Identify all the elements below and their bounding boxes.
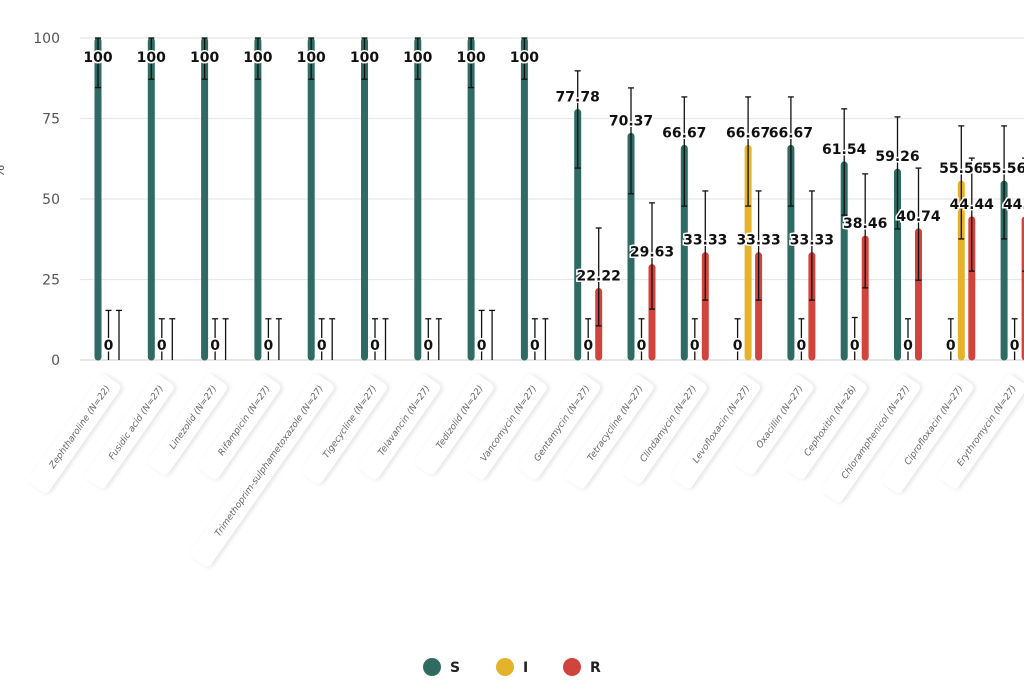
data-label: 0 bbox=[423, 338, 433, 354]
legend-marker-S bbox=[423, 658, 441, 676]
data-label: 0 bbox=[946, 338, 956, 354]
data-label: 100 bbox=[243, 50, 272, 66]
data-label: 0 bbox=[210, 338, 220, 354]
legend-marker-R bbox=[563, 658, 581, 676]
data-label: 100 bbox=[350, 50, 379, 66]
data-label: 0 bbox=[317, 338, 327, 354]
data-label: 61.54 bbox=[822, 142, 867, 158]
data-label: 66.67 bbox=[769, 125, 813, 141]
x-tick-label-box bbox=[414, 374, 494, 475]
data-label: 0 bbox=[583, 338, 593, 354]
data-label: 55.56 bbox=[939, 161, 983, 177]
y-tick-label: 50 bbox=[42, 192, 60, 208]
data-label: 44.44 bbox=[950, 197, 995, 213]
x-tick-label-box bbox=[565, 374, 654, 489]
x-tick-label-box bbox=[821, 374, 920, 502]
data-label: 59.26 bbox=[875, 149, 919, 165]
data-label: 55.56 bbox=[982, 161, 1024, 177]
data-label: 77.78 bbox=[556, 90, 600, 106]
x-tick-label-box bbox=[734, 374, 814, 475]
data-label: 0 bbox=[637, 338, 647, 354]
data-label: 22.22 bbox=[577, 268, 621, 284]
x-tick-label-box bbox=[518, 374, 601, 480]
data-label: 0 bbox=[104, 338, 114, 354]
x-tick-label-text: Tedizolid (N=22) bbox=[435, 384, 486, 451]
data-label: 100 bbox=[510, 50, 539, 66]
x-tick-label-box bbox=[938, 374, 1024, 489]
x-tick-label-box bbox=[85, 374, 174, 489]
legend-label-I: I bbox=[523, 660, 528, 676]
data-label: 0 bbox=[157, 338, 167, 354]
data-label: 100 bbox=[137, 50, 166, 66]
data-label: 33.33 bbox=[683, 233, 727, 249]
data-label: 66.67 bbox=[726, 125, 770, 141]
legend-label-S: S bbox=[450, 660, 460, 676]
x-tick-label-box bbox=[148, 374, 227, 475]
y-axis-label: % bbox=[0, 165, 8, 178]
x-tick-label-box bbox=[784, 374, 867, 480]
y-tick-label: 0 bbox=[51, 353, 60, 369]
data-label: 0 bbox=[370, 338, 380, 354]
data-label: 0 bbox=[850, 338, 860, 354]
x-tick-label-box bbox=[464, 374, 547, 480]
x-tick-label-text: Oxacillin (N=27) bbox=[755, 384, 806, 451]
data-label: 44.44 bbox=[1003, 197, 1024, 213]
data-label: 66.67 bbox=[662, 125, 706, 141]
data-label: 100 bbox=[83, 50, 112, 66]
data-label: 100 bbox=[456, 50, 485, 66]
data-label: 0 bbox=[903, 338, 913, 354]
x-tick-label-box bbox=[881, 374, 974, 493]
x-tick-label-box bbox=[198, 374, 281, 480]
data-label: 70.37 bbox=[609, 113, 653, 129]
x-tick-label-box bbox=[28, 374, 121, 493]
x-tick-label-box bbox=[358, 374, 441, 480]
y-tick-label: 100 bbox=[33, 31, 60, 47]
data-label: 0 bbox=[733, 338, 743, 354]
data-label: 40.74 bbox=[896, 209, 941, 225]
data-label: 0 bbox=[264, 338, 274, 354]
data-label: 100 bbox=[297, 50, 326, 66]
x-tick-label-text: Linezolid (N=27) bbox=[168, 384, 219, 451]
y-tick-label: 75 bbox=[42, 112, 60, 128]
data-label: 100 bbox=[403, 50, 432, 66]
data-label: 0 bbox=[1010, 338, 1020, 354]
x-tick-label-box bbox=[190, 374, 334, 567]
data-label: 0 bbox=[690, 338, 700, 354]
x-tick-label-box bbox=[621, 374, 707, 484]
data-label: 38.46 bbox=[843, 216, 887, 232]
data-label: 0 bbox=[797, 338, 807, 354]
y-tick-label: 25 bbox=[42, 273, 60, 289]
data-label: 100 bbox=[190, 50, 219, 66]
data-label: 0 bbox=[477, 338, 487, 354]
x-tick-label-box bbox=[301, 374, 387, 484]
data-label: 29.63 bbox=[630, 245, 674, 261]
legend-marker-I bbox=[496, 658, 514, 676]
legend-label-R: R bbox=[590, 660, 601, 676]
data-label: 33.33 bbox=[736, 233, 780, 249]
data-label: 0 bbox=[530, 338, 540, 354]
data-label: 33.33 bbox=[790, 233, 834, 249]
x-tick-label-box bbox=[671, 374, 760, 489]
